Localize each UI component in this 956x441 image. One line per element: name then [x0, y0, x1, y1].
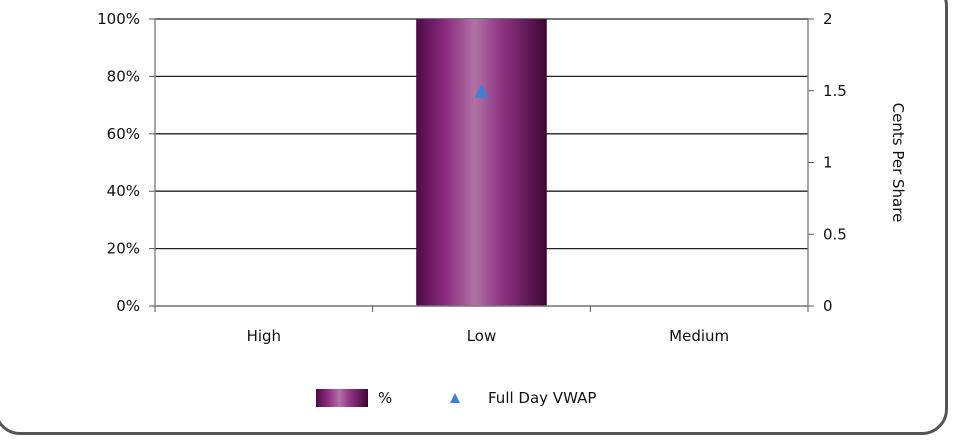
- vwap-marker: [474, 83, 489, 98]
- y-right-tick-label: 0: [823, 297, 833, 315]
- axes: [149, 18, 814, 312]
- y-left-tick-label: 0%: [116, 297, 140, 315]
- y-right-tick-label: 2: [823, 10, 833, 28]
- y-left-tick-label: 60%: [107, 125, 140, 143]
- bar-series: [416, 19, 547, 306]
- y-right-tick-label: 0.5: [823, 225, 847, 243]
- x-tick-label: High: [247, 327, 281, 345]
- bar: [416, 19, 547, 306]
- y-left-tick-label: 40%: [107, 182, 140, 200]
- y-right-tick-label: 1.5: [823, 82, 847, 100]
- legend-label-vwap: Full Day VWAP: [488, 389, 596, 407]
- legend-swatch-vwap: [450, 393, 460, 403]
- y-left-tick-label: 20%: [107, 240, 140, 258]
- legend: % Full Day VWAP: [316, 389, 596, 407]
- vwap-series: [474, 83, 489, 98]
- y-right-axis-title: Cents Per Share: [889, 103, 907, 223]
- y-left-tick-label: 100%: [97, 10, 140, 28]
- x-tick-label: Low: [467, 327, 497, 345]
- tick-labels: 0% 20% 40% 60% 80% 100% 0 0.5 1 1.5 2 High Low Medium…: [97, 10, 907, 345]
- legend-label-bar: %: [378, 389, 392, 407]
- y-left-tick-label: 80%: [107, 67, 140, 85]
- legend-swatch-bar: [316, 389, 368, 407]
- y-right-tick-label: 1: [823, 154, 833, 172]
- x-tick-label: Medium: [669, 327, 729, 345]
